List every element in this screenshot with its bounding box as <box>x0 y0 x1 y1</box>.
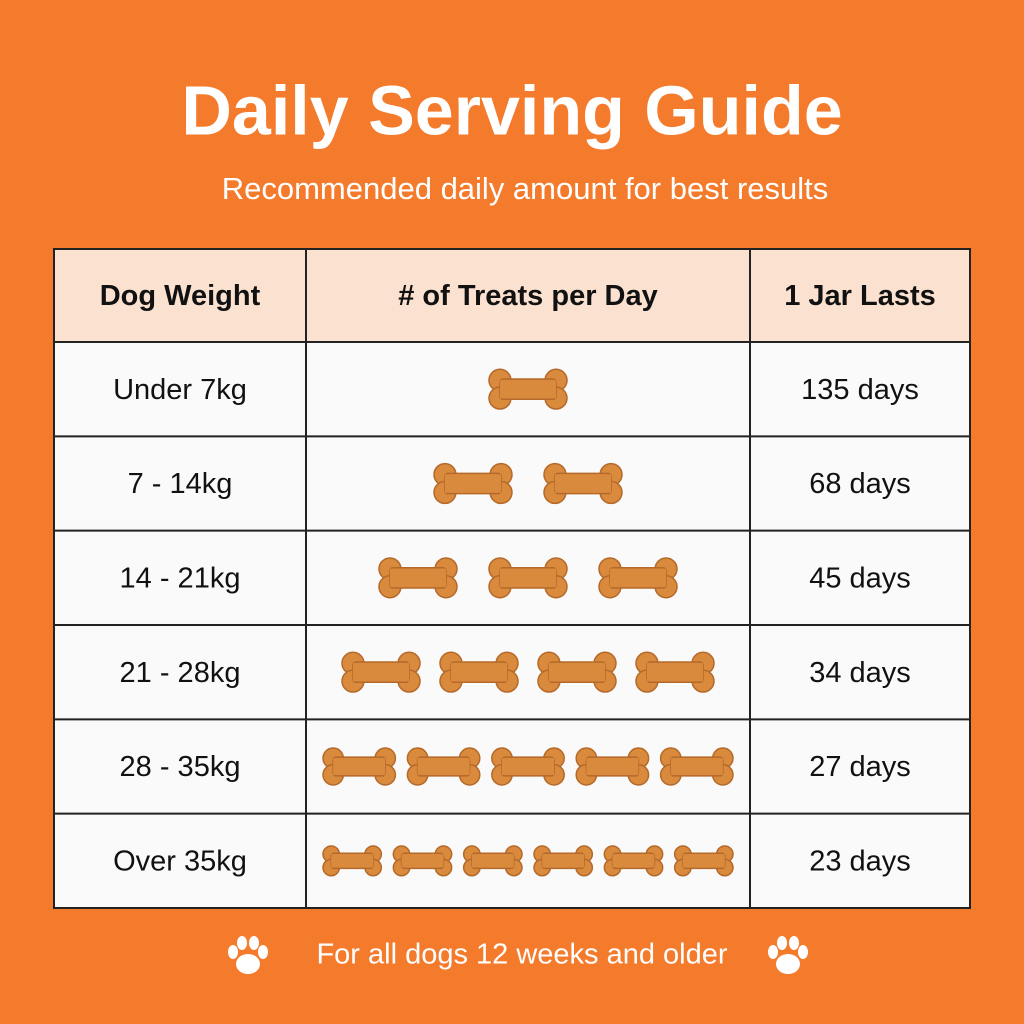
lasts-cell: 68 days <box>809 468 911 500</box>
treat-icon <box>322 747 397 786</box>
treat-icon <box>533 845 594 877</box>
weight-cell: 14 - 21kg <box>120 562 241 594</box>
column-header: # of Treats per Day <box>398 280 658 312</box>
lasts-cell: 23 days <box>809 845 911 877</box>
treat-icon <box>598 557 678 599</box>
lasts-cell: 27 days <box>809 751 911 783</box>
treat-shaft-cover <box>612 854 655 868</box>
treat-icon <box>543 462 623 505</box>
treat-icon <box>659 747 734 786</box>
treat-icon <box>603 845 664 877</box>
treat-icon <box>491 747 565 786</box>
treat-icon <box>433 462 513 505</box>
treat-shaft-cover <box>450 663 508 682</box>
treat-icon <box>378 557 458 599</box>
weight-cell: Under 7kg <box>113 374 247 406</box>
treat-icon <box>488 557 568 599</box>
treat-icon <box>406 747 481 786</box>
treat-icon <box>488 368 568 410</box>
treat-icon <box>673 845 734 877</box>
treat-shaft-cover <box>609 568 667 587</box>
treat-icon <box>322 845 383 877</box>
paw-icons <box>228 936 808 974</box>
treat-icon <box>439 651 519 693</box>
paw-icon <box>228 936 268 974</box>
treat-shaft-cover <box>331 854 374 868</box>
treat-shaft-cover <box>501 758 555 775</box>
lasts-cell: 135 days <box>801 374 919 406</box>
treat-shaft-cover <box>471 854 514 868</box>
footer-note: For all dogs 12 weeks and older <box>316 939 727 971</box>
treat-shaft-cover <box>417 758 470 775</box>
title: Daily Serving Guide <box>181 71 842 149</box>
treat-shaft-cover <box>444 474 502 493</box>
treat-shaft-cover <box>352 663 410 682</box>
treat-shaft-cover <box>389 568 447 587</box>
lasts-cell: 34 days <box>809 657 911 689</box>
column-header: Dog Weight <box>100 280 261 312</box>
lasts-cell: 45 days <box>809 562 911 594</box>
treat-icon <box>635 651 715 693</box>
treat-shaft-cover <box>499 568 557 587</box>
treat-shaft-cover <box>670 758 723 775</box>
treat-shaft-cover <box>542 854 585 868</box>
paw-icon <box>768 936 808 974</box>
treat-icon <box>392 845 453 877</box>
weight-cell: 28 - 35kg <box>120 751 241 783</box>
treat-shaft-cover <box>554 474 612 493</box>
treat-shaft-cover <box>333 758 386 775</box>
treat-shaft-cover <box>586 758 639 775</box>
treat-icon <box>537 651 617 693</box>
column-header: 1 Jar Lasts <box>784 280 936 312</box>
subtitle: Recommended daily amount for best result… <box>222 171 829 206</box>
weight-cell: Over 35kg <box>113 845 247 877</box>
treat-shaft-cover <box>401 854 444 868</box>
weight-cell: 7 - 14kg <box>128 468 233 500</box>
treat-shaft-cover <box>682 854 725 868</box>
header-row <box>55 250 969 342</box>
treat-icon <box>575 747 650 786</box>
treat-icon <box>462 845 523 877</box>
weight-cell: 21 - 28kg <box>120 657 241 689</box>
treat-shaft-cover <box>646 663 704 682</box>
treat-icon <box>341 651 421 693</box>
treat-shaft-cover <box>499 380 557 399</box>
treat-shaft-cover <box>548 663 606 682</box>
